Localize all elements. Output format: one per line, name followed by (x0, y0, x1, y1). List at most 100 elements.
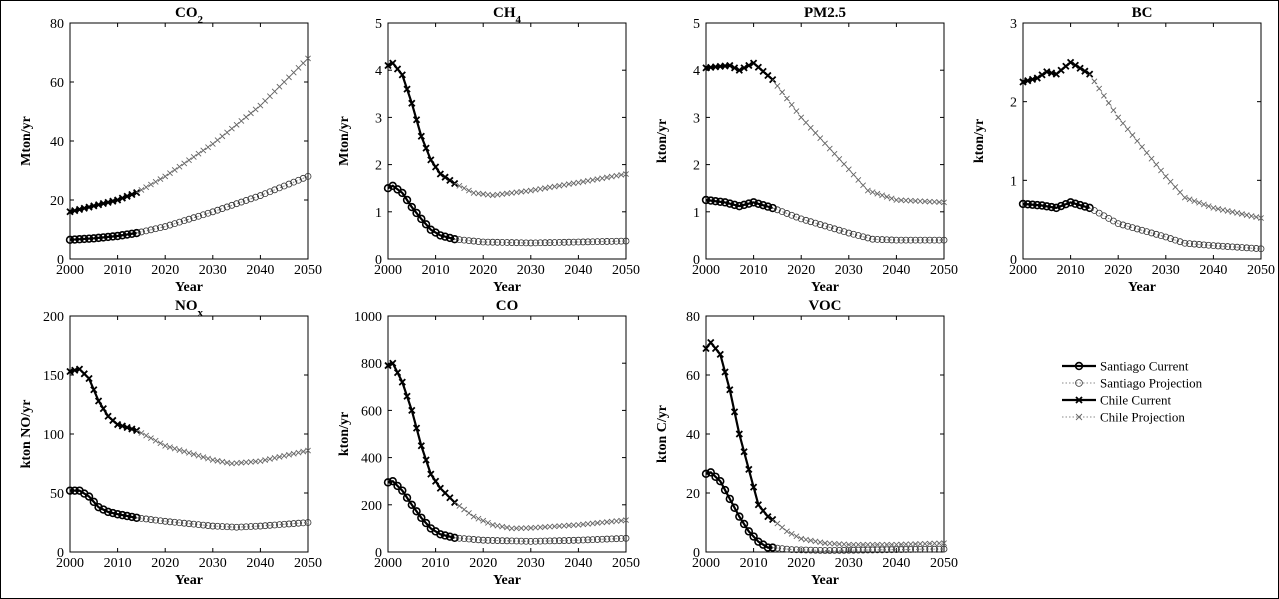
series-marker (546, 523, 553, 530)
series-marker (1075, 200, 1085, 210)
series-marker (237, 523, 245, 531)
series-marker (860, 182, 866, 189)
x-axis-label: Year (811, 573, 839, 588)
y-tick-label: 0 (693, 546, 700, 561)
chart-panel-4: 2000 2010 2020 2030 2040 2050 0 50 100 150 200 NOx Y… (19, 298, 322, 588)
series-marker (138, 187, 145, 193)
series-marker (238, 459, 245, 466)
series-marker (774, 206, 781, 214)
series-marker (171, 220, 179, 228)
series-marker (398, 486, 407, 495)
series-marker (907, 546, 915, 553)
series-marker (584, 238, 592, 246)
series-marker (252, 106, 259, 113)
series-marker (295, 449, 302, 456)
series-marker (816, 546, 824, 554)
series-marker (864, 234, 872, 242)
series-marker (233, 460, 240, 467)
series-marker (1143, 149, 1150, 156)
series-marker (147, 516, 155, 523)
series-marker (518, 188, 525, 195)
series-marker (726, 61, 734, 70)
series-marker (223, 523, 231, 531)
series-marker (262, 97, 269, 104)
series-marker (99, 404, 107, 413)
series-marker (604, 174, 610, 181)
series-marker (749, 483, 758, 491)
y-tick-label: 100 (43, 428, 64, 443)
series-marker (874, 190, 881, 197)
series-marker (498, 537, 506, 545)
series-marker (608, 535, 616, 543)
series-marker (118, 194, 126, 202)
series-marker (252, 458, 259, 465)
series-marker (816, 221, 824, 228)
series-marker (85, 374, 93, 383)
series-marker (860, 541, 866, 548)
series-marker (127, 229, 137, 238)
series-marker (523, 525, 529, 531)
series-marker (402, 493, 412, 502)
series-marker (560, 238, 568, 246)
panel-title: CO2 (175, 5, 204, 26)
series-marker (532, 186, 539, 193)
series-marker (618, 171, 625, 178)
series-marker (237, 198, 245, 206)
series-marker (407, 500, 416, 509)
series-marker (1210, 242, 1217, 250)
series-marker (508, 239, 516, 246)
series-marker (888, 195, 895, 202)
y-tick-label: 2 (1010, 96, 1017, 111)
series-marker (465, 535, 473, 543)
series-marker (579, 238, 587, 246)
series-marker (266, 521, 274, 529)
chart-panel-5: 2000 2010 2020 2030 2040 2050 0 200 400 600 800 100… (337, 298, 640, 588)
series-marker (1162, 233, 1170, 241)
series-marker (749, 198, 758, 207)
series-marker (1171, 236, 1179, 244)
series-marker (218, 205, 226, 212)
series-marker (759, 507, 767, 515)
series-marker (436, 530, 445, 539)
series-marker (195, 521, 202, 529)
series-marker (412, 116, 421, 124)
series-marker (931, 540, 938, 547)
legend-label: Chile Current (1100, 393, 1172, 408)
series-marker (893, 541, 900, 548)
series-marker (180, 217, 188, 225)
series-marker (186, 449, 192, 456)
series-marker (517, 537, 525, 545)
series-marker (276, 184, 283, 192)
series-marker (589, 238, 597, 246)
series-marker (1033, 200, 1042, 210)
y-tick-label: 600 (361, 404, 382, 419)
series-marker (200, 454, 207, 461)
series-marker (779, 524, 786, 531)
series-marker (541, 239, 549, 247)
series-line (70, 489, 137, 519)
series-marker (252, 522, 260, 530)
series-marker (917, 540, 924, 547)
x-tick-label: 2030 (517, 556, 545, 571)
series-marker (864, 546, 872, 554)
series-marker (546, 537, 554, 545)
series-marker (200, 147, 207, 154)
series-marker (888, 546, 896, 554)
series-marker (214, 137, 221, 144)
series-marker (542, 185, 548, 192)
series-marker (166, 518, 174, 526)
series-marker (726, 386, 734, 394)
plot-frame (387, 22, 627, 260)
series-marker (879, 192, 886, 199)
series-marker (585, 520, 591, 527)
series-marker (618, 517, 625, 524)
series-marker (831, 540, 838, 547)
series-marker (243, 114, 250, 121)
series-marker (902, 236, 910, 244)
series-marker (305, 447, 311, 454)
series-marker (763, 543, 773, 552)
series-marker (162, 173, 169, 180)
series-marker (936, 540, 943, 547)
series-marker (1200, 201, 1207, 208)
series-marker (926, 545, 934, 553)
